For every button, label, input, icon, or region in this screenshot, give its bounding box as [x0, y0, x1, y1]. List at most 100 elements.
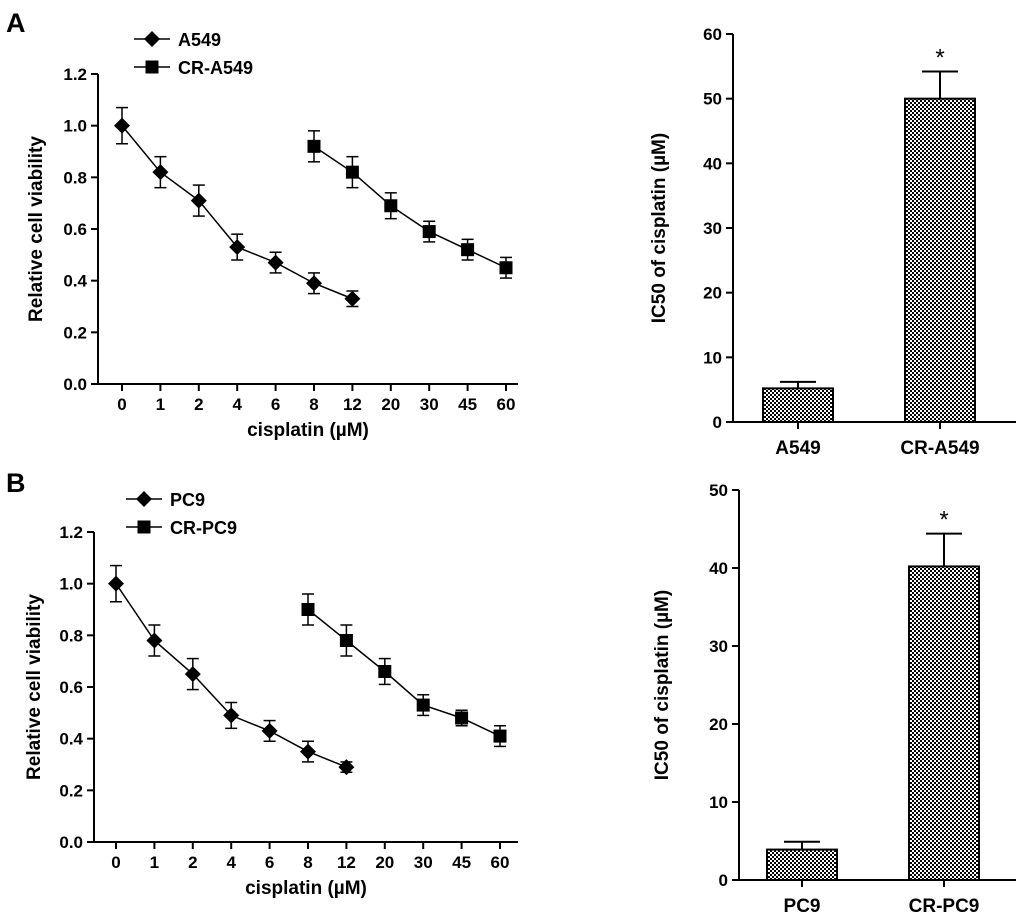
panel-label-b: B — [6, 468, 26, 498]
category-label: PC9 — [784, 896, 821, 917]
line-chart-a: 0.00.20.40.60.81.01.20 1 2 4 6 8 12 20 30 45 60cis… — [26, 30, 518, 441]
x-tick-label: 12 — [337, 853, 356, 872]
bar-chart-a: 0 10 20 30 40 50 60 IC50 of cisplatin (µM) A549 *… — [649, 25, 1016, 459]
data-point — [261, 722, 278, 739]
legend-label: PC9 — [170, 490, 205, 510]
x-tick-label: 2 — [188, 853, 197, 872]
x-tick-label: 6 — [265, 853, 274, 872]
y-tick-label: 0.2 — [59, 781, 83, 800]
x-tick-label: 8 — [303, 853, 312, 872]
data-point — [455, 711, 469, 725]
data-point — [301, 603, 315, 616]
legend-label: CR-A549 — [178, 58, 253, 78]
legend-label: A549 — [178, 30, 221, 50]
data-point — [223, 707, 240, 724]
y-tick-label: 50 — [703, 90, 722, 109]
x-tick-label: 8 — [309, 395, 318, 414]
x-tick-label: 0 — [117, 395, 126, 414]
y-axis-title: IC50 of cisplatin (µM) — [649, 133, 670, 323]
data-point — [339, 634, 353, 647]
category-label: A549 — [775, 438, 820, 459]
series-line — [307, 608, 501, 737]
y-tick-label: 0.0 — [59, 833, 83, 852]
data-point — [108, 575, 124, 592]
line-chart-b: 0.00.20.40.60.81.01.20 1 2 4 6 8 12 20 30 45 60cis… — [24, 490, 518, 899]
series-a549 — [114, 106, 361, 308]
category-label: CR-A549 — [900, 438, 979, 459]
y-tick-label: 20 — [709, 715, 728, 734]
x-tick-label: 30 — [420, 395, 439, 414]
y-tick-label: 40 — [709, 559, 728, 578]
series-pc9 — [108, 564, 355, 776]
x-tick-label: 45 — [458, 395, 477, 414]
y-tick-label: 0.8 — [63, 168, 87, 187]
data-point — [300, 743, 316, 760]
x-tick-label: 12 — [343, 395, 362, 414]
y-tick-label: 1.2 — [59, 523, 83, 542]
data-point — [190, 192, 207, 209]
series-line — [313, 145, 507, 269]
x-axis-title: cisplatin (µM) — [247, 420, 369, 441]
x-tick-label: 4 — [226, 853, 236, 872]
data-point — [378, 665, 392, 678]
y-tick-label: 10 — [703, 348, 722, 367]
data-point — [306, 275, 322, 292]
data-point — [152, 164, 169, 181]
bar-chart-b: 0 10 20 30 40 50 IC50 of cisplatin (µM) PC9 * CR-… — [652, 481, 1016, 917]
x-tick-label: 20 — [381, 395, 400, 414]
data-point — [422, 225, 436, 239]
x-tick-label: 1 — [150, 853, 159, 872]
bar-cr-a549 — [904, 97, 976, 424]
data-point — [493, 729, 507, 743]
x-tick-label: 45 — [452, 853, 471, 872]
series-cr-a549 — [307, 130, 513, 279]
data-point — [338, 759, 355, 776]
x-tick-label: 2 — [194, 395, 203, 414]
data-point — [461, 243, 475, 257]
data-point — [146, 632, 163, 649]
data-point — [267, 254, 284, 271]
x-tick-label: 4 — [232, 395, 242, 414]
data-point — [229, 239, 246, 256]
y-tick-label: 0.8 — [59, 626, 83, 645]
series-cr-pc9 — [301, 593, 507, 748]
x-tick-label: 6 — [271, 395, 280, 414]
y-tick-label: 40 — [703, 154, 722, 173]
y-tick-label: 0.4 — [63, 272, 87, 291]
y-axis-title: Relative cell viability — [24, 594, 45, 780]
bar-a549 — [762, 387, 834, 423]
y-tick-label: 0.0 — [63, 375, 87, 394]
category-label: CR-PC9 — [909, 896, 980, 917]
y-tick-label: 1.2 — [63, 65, 87, 84]
y-tick-label: 0 — [713, 413, 722, 432]
data-point — [384, 199, 398, 213]
legend-label: CR-PC9 — [170, 518, 237, 538]
y-tick-label: 1.0 — [59, 575, 83, 594]
x-tick-label: 20 — [375, 853, 394, 872]
x-tick-label: 60 — [497, 395, 516, 414]
x-tick-label: 60 — [491, 853, 510, 872]
data-point — [345, 165, 359, 179]
y-tick-label: 0.6 — [59, 678, 83, 697]
significance-marker: * — [939, 507, 948, 534]
x-tick-label: 0 — [111, 853, 120, 872]
data-point — [499, 261, 513, 275]
data-point — [416, 698, 430, 712]
legend-marker — [136, 491, 152, 507]
panel-label-a: A — [6, 8, 26, 38]
data-point — [114, 117, 130, 134]
data-point — [307, 139, 321, 153]
x-tick-label: 30 — [414, 853, 433, 872]
bar-pc9 — [766, 848, 838, 882]
y-tick-label: 30 — [703, 219, 722, 238]
y-axis-title: Relative cell viability — [26, 136, 47, 322]
legend-marker — [145, 60, 159, 74]
y-tick-label: 10 — [709, 793, 728, 812]
bar-cr-pc9 — [908, 565, 980, 881]
legend-marker — [144, 31, 160, 47]
x-tick-label: 1 — [156, 395, 165, 414]
y-tick-label: 50 — [709, 481, 728, 500]
y-tick-label: 0.4 — [59, 730, 83, 749]
x-axis-title: cisplatin (µM) — [245, 878, 367, 899]
